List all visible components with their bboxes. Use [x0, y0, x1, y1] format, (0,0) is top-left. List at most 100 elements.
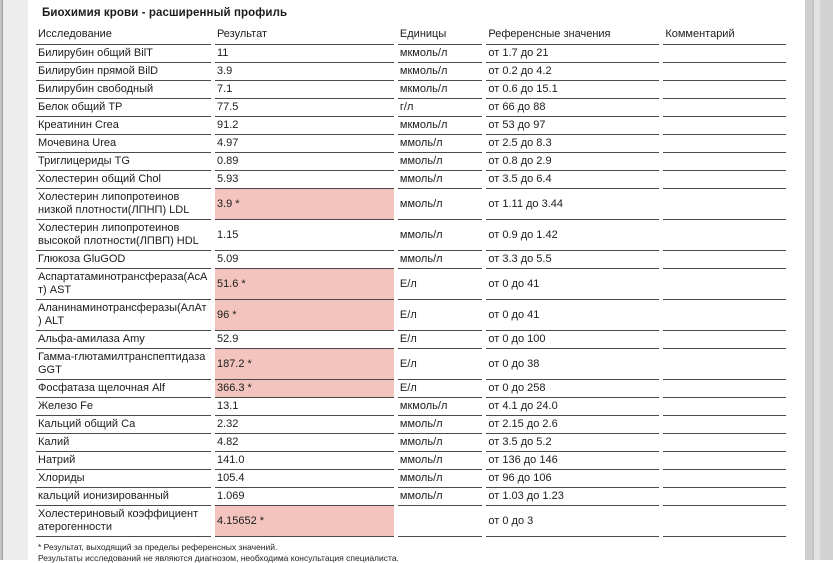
comment-cell — [663, 171, 786, 189]
comment-cell — [663, 398, 786, 416]
units-cell: Е/л — [398, 349, 482, 380]
result-cell: 3.9 — [215, 63, 394, 81]
table-row: Билирубин свободный 7.1 мкмоль/л от 0.6 … — [36, 81, 786, 99]
reference-cell: от 0.6 до 15.1 — [486, 81, 659, 99]
result-cell: 77.5 — [215, 99, 394, 117]
comment-cell — [663, 416, 786, 434]
col-header-test: Исследование — [36, 25, 211, 45]
comment-cell — [663, 349, 786, 380]
units-cell: ммоль/л — [398, 434, 482, 452]
units-cell: ммоль/л — [398, 416, 482, 434]
reference-cell: от 66 до 88 — [486, 99, 659, 117]
result-cell: 187.2 * — [215, 349, 394, 380]
reference-cell: от 2.5 до 8.3 — [486, 135, 659, 153]
comment-cell — [663, 153, 786, 171]
table-row: Кальций общий Ca 2.32 ммоль/л от 2.15 до… — [36, 416, 786, 434]
comment-cell — [663, 452, 786, 470]
col-header-units: Единицы — [398, 25, 482, 45]
result-cell: 5.09 — [215, 251, 394, 269]
table-row: Железо Fe 13.1 мкмоль/л от 4.1 до 24.0 — [36, 398, 786, 416]
reference-cell: от 96 до 106 — [486, 470, 659, 488]
units-cell: ммоль/л — [398, 470, 482, 488]
result-cell: 13.1 — [215, 398, 394, 416]
units-cell: мкмоль/л — [398, 81, 482, 99]
comment-cell — [663, 506, 786, 537]
test-name-cell: Триглицериды TG — [36, 153, 211, 171]
comment-cell — [663, 380, 786, 398]
test-name-cell: Креатинин Crea — [36, 117, 211, 135]
comment-cell — [663, 434, 786, 452]
table-row: Холестериновый коэффициент атерогенности… — [36, 506, 786, 537]
comment-cell — [663, 189, 786, 220]
table-row: кальций ионизированный 1.069 ммоль/л от … — [36, 488, 786, 506]
result-cell: 51.6 * — [215, 269, 394, 300]
result-cell: 366.3 * — [215, 380, 394, 398]
table-row: Холестерин липопротеинов низкой плотност… — [36, 189, 786, 220]
test-name-cell: Холестериновый коэффициент атерогенности — [36, 506, 211, 537]
units-cell: Е/л — [398, 331, 482, 349]
test-name-cell: Холестерин липопротеинов высокой плотнос… — [36, 220, 211, 251]
reference-cell: от 3.3 до 5.5 — [486, 251, 659, 269]
units-cell: Е/л — [398, 269, 482, 300]
comment-cell — [663, 99, 786, 117]
units-cell: ммоль/л — [398, 153, 482, 171]
test-name-cell: Билирубин общий BilT — [36, 45, 211, 63]
comment-cell — [663, 63, 786, 81]
result-cell: 2.32 — [215, 416, 394, 434]
units-cell: ммоль/л — [398, 135, 482, 153]
units-cell: Е/л — [398, 380, 482, 398]
comment-cell — [663, 331, 786, 349]
test-name-cell: Аланинаминотрансферазы(АлАт) ALT — [36, 300, 211, 331]
table-row: Гамма-глютамилтранспептидаза GGT 187.2 *… — [36, 349, 786, 380]
reference-cell: от 53 до 97 — [486, 117, 659, 135]
comment-cell — [663, 220, 786, 251]
test-name-cell: Хлориды — [36, 470, 211, 488]
table-row: Хлориды 105.4 ммоль/л от 96 до 106 — [36, 470, 786, 488]
results-table: Исследование Результат Единицы Референсн… — [32, 25, 790, 537]
result-cell: 3.9 * — [215, 189, 394, 220]
page-left-edge — [0, 0, 28, 560]
units-cell: Е/л — [398, 300, 482, 331]
table-row: Натрий 141.0 ммоль/л от 136 до 146 — [36, 452, 786, 470]
test-name-cell: Натрий — [36, 452, 211, 470]
result-cell: 0.89 — [215, 153, 394, 171]
test-name-cell: Мочевина Urea — [36, 135, 211, 153]
results-table-body: Билирубин общий BilT 11 мкмоль/л от 1.7 … — [36, 45, 786, 537]
units-cell: ммоль/л — [398, 488, 482, 506]
test-name-cell: Белок общий TP — [36, 99, 211, 117]
units-cell: ммоль/л — [398, 171, 482, 189]
test-name-cell: Альфа-амилаза Amy — [36, 331, 211, 349]
result-cell: 105.4 — [215, 470, 394, 488]
result-cell: 5.93 — [215, 171, 394, 189]
units-cell: мкмоль/л — [398, 398, 482, 416]
reference-cell: от 136 до 146 — [486, 452, 659, 470]
col-header-reference: Референсные значения — [486, 25, 659, 45]
table-row: Фосфатаза щелочная Alf 366.3 * Е/л от 0 … — [36, 380, 786, 398]
units-cell: г/л — [398, 99, 482, 117]
reference-cell: от 3.5 до 6.4 — [486, 171, 659, 189]
table-row: Калий 4.82 ммоль/л от 3.5 до 5.2 — [36, 434, 786, 452]
units-cell: мкмоль/л — [398, 45, 482, 63]
result-cell: 96 * — [215, 300, 394, 331]
reference-cell: от 1.11 до 3.44 — [486, 189, 659, 220]
comment-cell — [663, 269, 786, 300]
table-row: Мочевина Urea 4.97 ммоль/л от 2.5 до 8.3 — [36, 135, 786, 153]
result-cell: 1.15 — [215, 220, 394, 251]
result-cell: 11 — [215, 45, 394, 63]
comment-cell — [663, 81, 786, 99]
test-name-cell: Холестерин общий Chol — [36, 171, 211, 189]
reference-cell: от 3.5 до 5.2 — [486, 434, 659, 452]
comment-cell — [663, 488, 786, 506]
reference-cell: от 1.03 до 1.23 — [486, 488, 659, 506]
units-cell: ммоль/л — [398, 220, 482, 251]
test-name-cell: кальций ионизированный — [36, 488, 211, 506]
units-cell: мкмоль/л — [398, 117, 482, 135]
units-cell: ммоль/л — [398, 189, 482, 220]
vertical-scrollbar[interactable] — [805, 0, 833, 560]
result-cell: 52.9 — [215, 331, 394, 349]
reference-cell: от 0 до 258 — [486, 380, 659, 398]
result-cell: 4.15652 * — [215, 506, 394, 537]
result-cell: 7.1 — [215, 81, 394, 99]
test-name-cell: Аспартатаминотрансфераза(АсАт) AST — [36, 269, 211, 300]
footnote-asterisk: * Результат, выходящий за пределы рефере… — [38, 542, 792, 553]
